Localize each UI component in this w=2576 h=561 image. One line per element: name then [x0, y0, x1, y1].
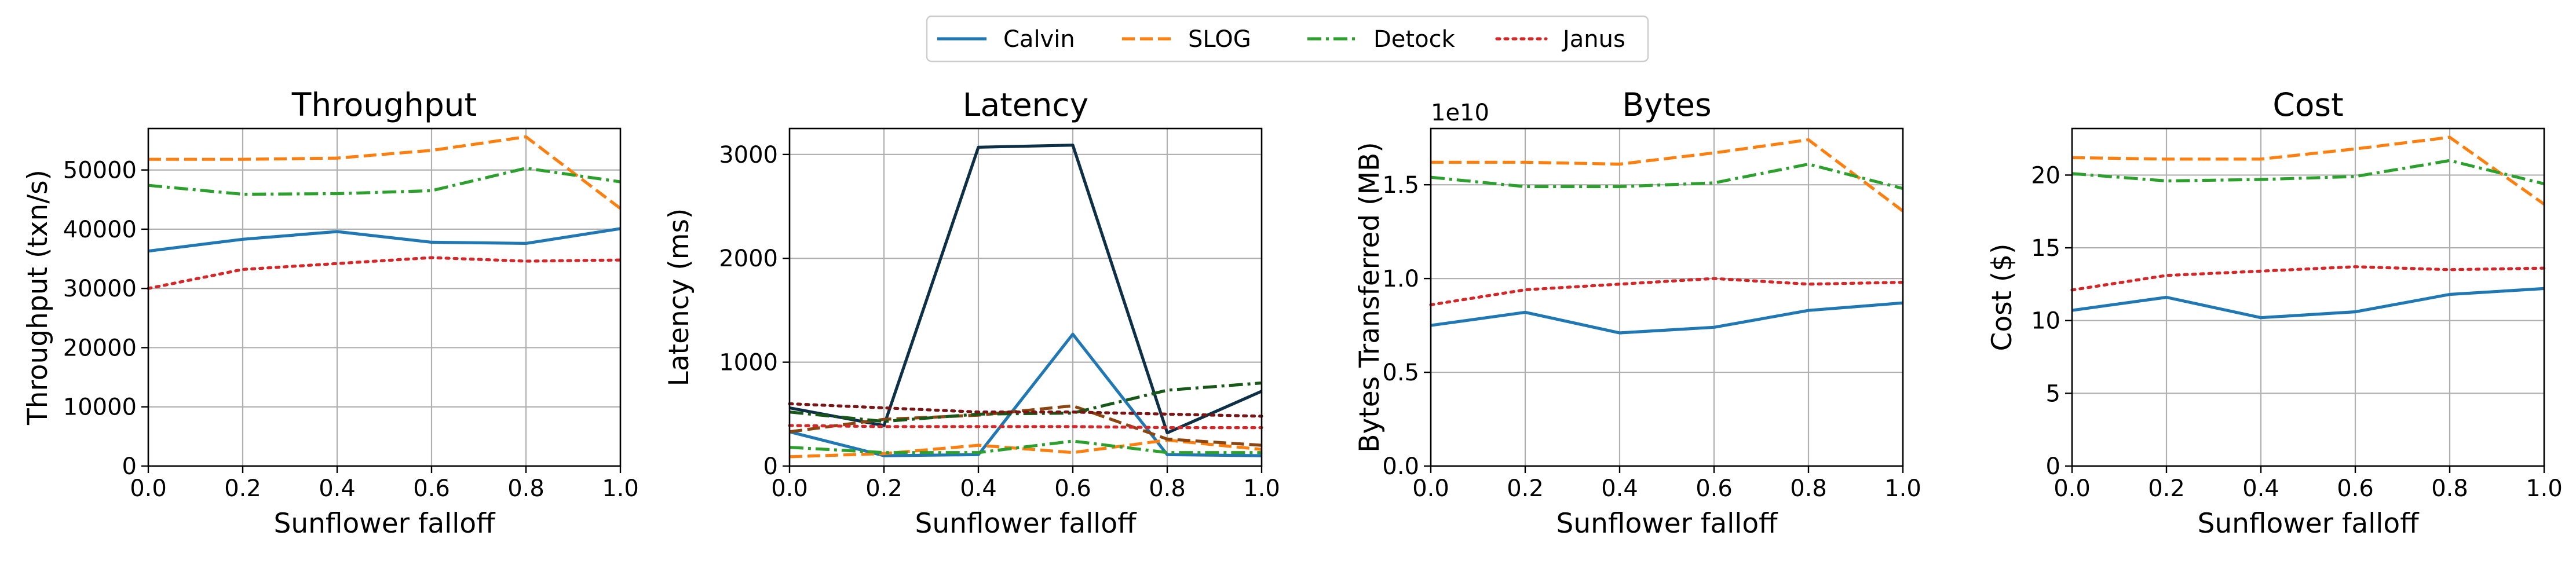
y-tick-label: 40000 — [63, 217, 137, 243]
series-line-detock — [789, 439, 1262, 454]
plot-frame — [788, 127, 1263, 467]
x-axis-label: Sunflower falloff — [274, 508, 496, 540]
y-tick-label: 1.5 — [1382, 172, 1419, 199]
x-tick-label: 0.6 — [413, 475, 450, 502]
y-tick-label: 2000 — [719, 245, 778, 272]
series-line-janus — [788, 424, 1263, 430]
plot-frame — [1430, 127, 1904, 467]
x-tick-label: 0.0 — [130, 475, 167, 502]
y-tick-label: 20 — [2031, 162, 2060, 189]
series-line-janus — [2070, 265, 2546, 292]
y-tick-label: 5 — [2046, 380, 2060, 407]
x-tick-label: 0.6 — [2337, 475, 2374, 502]
x-axis-label: Sunflower falloff — [2198, 508, 2420, 540]
chart-title: Bytes — [1622, 86, 1711, 123]
series-line-slog — [1431, 138, 1904, 212]
x-tick-label: 0.2 — [865, 475, 902, 502]
x-axis-label: Sunflower falloff — [915, 508, 1138, 540]
x-tick-label: 0.8 — [2431, 475, 2468, 502]
x-tick-label: 0.0 — [771, 475, 808, 502]
legend-label: SLOG — [1188, 26, 1251, 53]
x-tick-label: 0.4 — [960, 475, 997, 502]
series-line-calvin — [1430, 301, 1903, 335]
series-line-calvin — [789, 332, 1262, 457]
x-tick-label: 0.2 — [224, 475, 261, 502]
x-tick-label: 0.8 — [1790, 475, 1827, 502]
x-tick-label: 1.0 — [1243, 475, 1280, 502]
x-tick-label: 1.0 — [1884, 475, 1921, 502]
x-tick-label: 0.6 — [1054, 475, 1091, 502]
legend-box — [926, 15, 1649, 63]
series-line-slog — [2071, 135, 2545, 206]
plot-frame — [2071, 127, 2545, 467]
x-axis-label: Sunflower falloff — [1556, 508, 1779, 540]
y-tick-label: 0.0 — [1382, 453, 1419, 480]
legend-label: Janus — [1561, 26, 1625, 53]
y-tick-label: 0 — [122, 453, 137, 480]
series-line-detock — [148, 166, 621, 196]
series-line-detock — [1430, 162, 1903, 190]
chart-title: Cost — [2272, 86, 2343, 123]
y-tick-label: 1000 — [719, 350, 778, 376]
y-axis-label: Cost ($) — [1986, 243, 2018, 351]
series-line-slog — [148, 135, 622, 210]
y-tick-label: 50000 — [63, 157, 137, 184]
y-tick-label: 0.5 — [1382, 360, 1419, 386]
x-tick-label: 0.4 — [2242, 475, 2279, 502]
x-tick-label: 0.2 — [2148, 475, 2185, 502]
x-tick-label: 0.8 — [507, 475, 545, 502]
y-axis-label: Latency (ms) — [663, 208, 695, 387]
y-tick-label: 30000 — [63, 276, 137, 302]
y-tick-label: 1.0 — [1382, 266, 1419, 292]
series-line-janus — [147, 256, 622, 290]
series-line-secondary-5 — [789, 381, 1262, 423]
series-line-secondary-3 — [789, 404, 1262, 447]
legend-label: Calvin — [1003, 26, 1075, 53]
x-tick-label: 0.0 — [1412, 475, 1449, 502]
plot-frame — [147, 127, 622, 467]
y-tick-label: 10000 — [63, 394, 137, 421]
x-tick-label: 0.6 — [1696, 475, 1733, 502]
x-tick-label: 0.2 — [1507, 475, 1544, 502]
chart-title: Throughput — [291, 86, 477, 123]
series-line-calvin — [2071, 287, 2545, 320]
x-tick-label: 1.0 — [2526, 475, 2563, 502]
x-tick-label: 0.8 — [1149, 475, 1186, 502]
x-tick-label: 0.4 — [1601, 475, 1638, 502]
legend-label: Detock — [1373, 26, 1456, 53]
y-tick-label: 15 — [2031, 235, 2060, 262]
y-tick-label: 20000 — [63, 335, 137, 361]
chart-title: Latency — [963, 86, 1088, 123]
x-tick-label: 0.0 — [2054, 475, 2091, 502]
y-axis-label: Bytes Transferred (MB) — [1354, 142, 1386, 452]
series-line-janus — [1429, 277, 1905, 307]
y-axis-label: Throughput (txn/s) — [22, 170, 54, 426]
series-line-detock — [2071, 159, 2545, 186]
y-tick-label: 0 — [763, 453, 778, 480]
series-line-calvin — [148, 227, 621, 253]
y-tick-label: 10 — [2031, 308, 2060, 335]
x-tick-label: 0.4 — [319, 475, 356, 502]
x-tick-label: 1.0 — [602, 475, 639, 502]
y-tick-label: 0 — [2046, 453, 2060, 480]
series-line-slog — [789, 438, 1262, 459]
y-tick-label: 3000 — [719, 142, 778, 168]
axis-offset-label: 1e10 — [1431, 100, 1489, 126]
series-line-secondary-7 — [788, 402, 1263, 418]
